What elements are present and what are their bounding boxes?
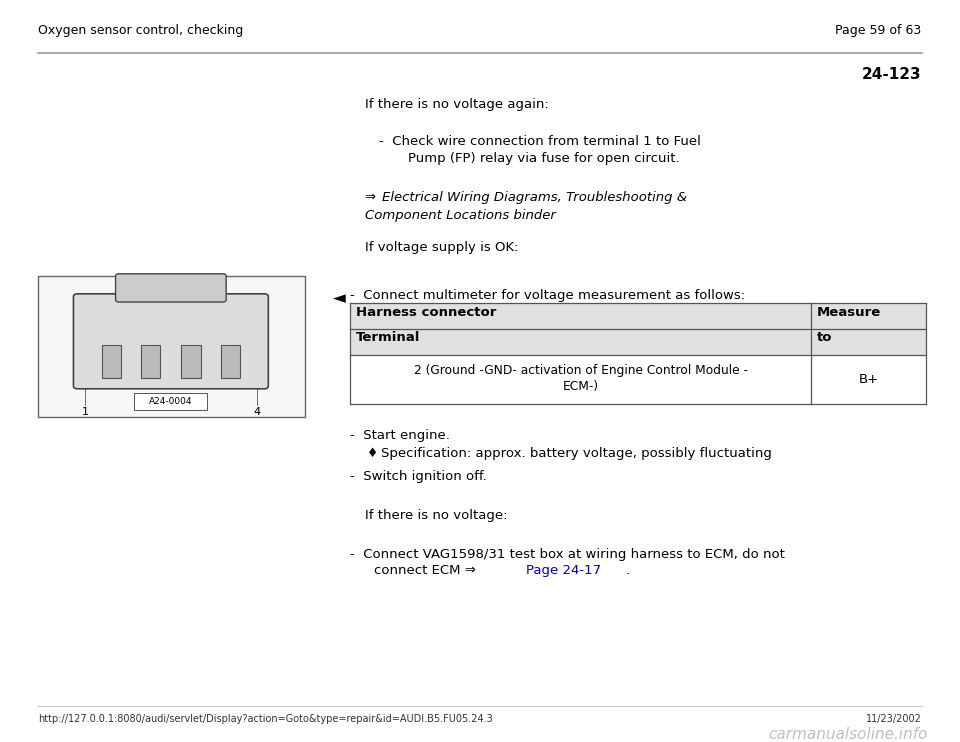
Bar [134, 393, 207, 410]
Text: Pump (FP) relay via fuse for open circuit.: Pump (FP) relay via fuse for open circui… [408, 152, 680, 165]
Text: ⇒: ⇒ [365, 191, 380, 205]
Text: If there is no voltage:: If there is no voltage: [365, 509, 507, 522]
Text: Harness connector: Harness connector [356, 306, 496, 320]
Text: -  Switch ignition off.: - Switch ignition off. [350, 470, 487, 484]
Text: Component Locations binder: Component Locations binder [365, 209, 556, 223]
Bar [221, 345, 240, 378]
Text: Oxygen sensor control, checking: Oxygen sensor control, checking [38, 24, 244, 37]
Text: Page 24-17: Page 24-17 [526, 564, 601, 577]
FancyBboxPatch shape [115, 274, 227, 302]
Bar [141, 345, 160, 378]
Text: Page 59 of 63: Page 59 of 63 [835, 24, 922, 37]
Text: ♦: ♦ [367, 447, 378, 460]
FancyBboxPatch shape [73, 294, 268, 389]
Text: ECM-): ECM-) [563, 381, 599, 393]
Text: B+: B+ [859, 373, 878, 386]
Text: A24-0004: A24-0004 [149, 397, 193, 406]
Text: Measure: Measure [817, 306, 881, 320]
Bar [102, 345, 121, 378]
Text: If there is no voltage again:: If there is no voltage again: [365, 98, 548, 111]
Text: -  Start engine.: - Start engine. [350, 429, 450, 442]
Text: -  Check wire connection from terminal 1 to Fuel: - Check wire connection from terminal 1 … [379, 135, 701, 148]
Text: Specification: approx. battery voltage, possibly fluctuating: Specification: approx. battery voltage, … [381, 447, 772, 460]
Text: Terminal: Terminal [356, 331, 420, 344]
Bar [350, 303, 926, 355]
Text: 2 (Ground -GND- activation of Engine Control Module -: 2 (Ground -GND- activation of Engine Con… [414, 364, 748, 377]
Text: http://127.0.0.1:8080/audi/servlet/Display?action=Goto&type=repair&id=AUDI.B5.FU: http://127.0.0.1:8080/audi/servlet/Displ… [38, 714, 493, 723]
Bar [181, 345, 201, 378]
Text: carmanualsoline.info: carmanualsoline.info [768, 727, 927, 742]
Text: connect ECM ⇒: connect ECM ⇒ [374, 564, 481, 577]
Text: ◄: ◄ [333, 289, 346, 307]
Text: If voltage supply is OK:: If voltage supply is OK: [365, 241, 518, 255]
Text: 4: 4 [253, 407, 260, 416]
Text: -  Connect multimeter for voltage measurement as follows:: - Connect multimeter for voltage measure… [350, 289, 746, 303]
Text: to: to [817, 331, 832, 344]
Text: 11/23/2002: 11/23/2002 [866, 714, 922, 723]
Text: .: . [622, 564, 631, 577]
Text: Electrical Wiring Diagrams, Troubleshooting &: Electrical Wiring Diagrams, Troubleshoot… [382, 191, 687, 205]
Bar [350, 355, 926, 404]
Text: 24-123: 24-123 [862, 67, 922, 82]
Bar [38, 276, 305, 417]
Text: -  Connect VAG1598/31 test box at wiring harness to ECM, do not: - Connect VAG1598/31 test box at wiring … [350, 548, 785, 561]
Text: 1: 1 [82, 407, 88, 416]
